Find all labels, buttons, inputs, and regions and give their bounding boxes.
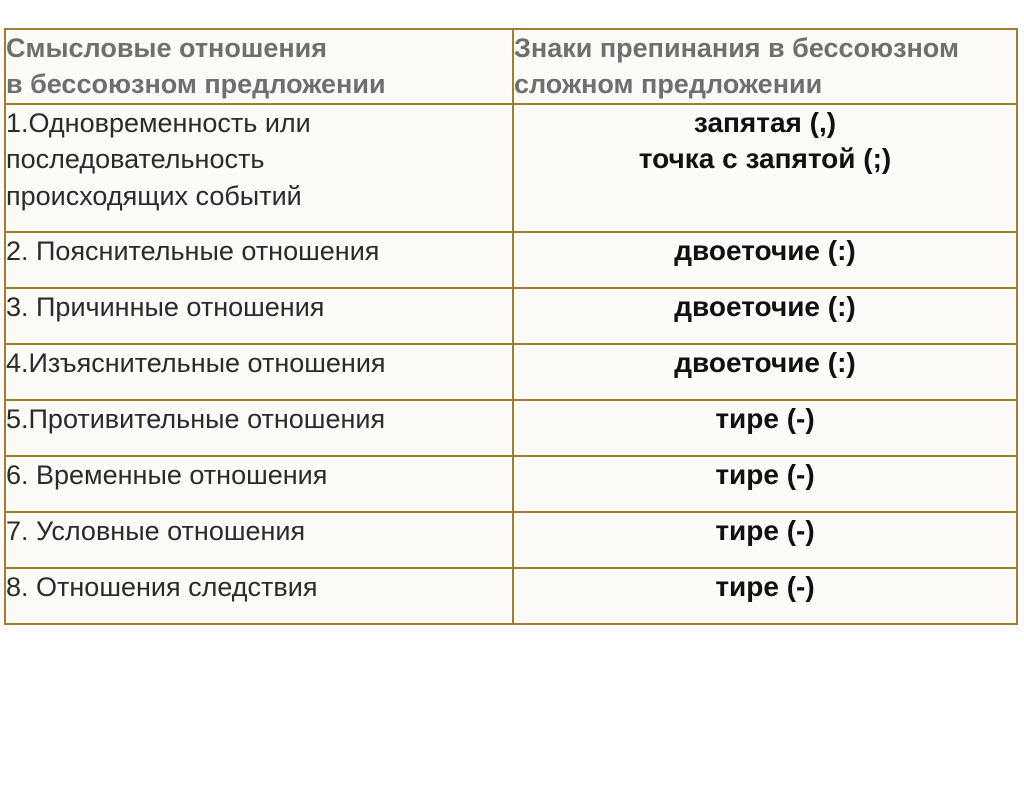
row4-right: двоеточие (:) xyxy=(674,347,855,378)
cell-right-3: двоеточие (:) xyxy=(513,288,1017,344)
row4-left: 4.Изъяснительные отношения xyxy=(6,348,386,378)
table-header-row: Смысловые отношения в бессоюзном предлож… xyxy=(5,29,1017,104)
cell-right-8: тире (-) xyxy=(513,568,1017,624)
row6-left: 6. Временные отношения xyxy=(6,460,327,490)
cell-right-1: запятая (,) точка с запятой (;) xyxy=(513,104,1017,232)
row7-left: 7. Условные отношения xyxy=(6,516,305,546)
header-left-line2: в бессоюзном предложении xyxy=(6,69,386,99)
row5-right: тире (-) xyxy=(715,403,814,434)
punctuation-table: Смысловые отношения в бессоюзном предлож… xyxy=(4,28,1018,625)
cell-left-6: 6. Временные отношения xyxy=(5,456,513,512)
table-row: 3. Причинные отношения двоеточие (:) xyxy=(5,288,1017,344)
row3-right: двоеточие (:) xyxy=(674,291,855,322)
table-row: 8. Отношения следствия тире (-) xyxy=(5,568,1017,624)
header-right: Знаки препинания в бессоюзном сложном пр… xyxy=(513,29,1017,104)
table-row: 5.Противительные отношения тире (-) xyxy=(5,400,1017,456)
cell-left-1: 1.Одновременность или последовательность… xyxy=(5,104,513,232)
row6-right: тире (-) xyxy=(715,459,814,490)
header-left-line1: Смысловые отношения xyxy=(6,33,327,63)
cell-right-7: тире (-) xyxy=(513,512,1017,568)
table-row: 4.Изъяснительные отношения двоеточие (:) xyxy=(5,344,1017,400)
cell-left-4: 4.Изъяснительные отношения xyxy=(5,344,513,400)
row1-left-line3: происходящих событий xyxy=(6,181,302,211)
row8-right: тире (-) xyxy=(715,571,814,602)
table-row: 2. Пояснительные отношения двоеточие (:) xyxy=(5,232,1017,288)
row2-right: двоеточие (:) xyxy=(674,235,855,266)
cell-left-8: 8. Отношения следствия xyxy=(5,568,513,624)
cell-left-3: 3. Причинные отношения xyxy=(5,288,513,344)
cell-right-5: тире (-) xyxy=(513,400,1017,456)
cell-right-2: двоеточие (:) xyxy=(513,232,1017,288)
row1-right-line1: запятая (,) xyxy=(694,107,836,138)
header-right-line1: Знаки препинания в бессоюзном xyxy=(514,33,959,63)
row3-left: 3. Причинные отношения xyxy=(6,292,324,322)
table-row: 6. Временные отношения тире (-) xyxy=(5,456,1017,512)
row1-left-line2: последовательность xyxy=(6,144,264,174)
canvas: Смысловые отношения в бессоюзном предлож… xyxy=(0,28,1024,796)
cell-left-5: 5.Противительные отношения xyxy=(5,400,513,456)
row5-left: 5.Противительные отношения xyxy=(6,404,385,434)
cell-left-7: 7. Условные отношения xyxy=(5,512,513,568)
row2-left: 2. Пояснительные отношения xyxy=(6,236,379,266)
row7-right: тире (-) xyxy=(715,515,814,546)
row1-left-line1: 1.Одновременность или xyxy=(6,108,311,138)
cell-left-2: 2. Пояснительные отношения xyxy=(5,232,513,288)
header-left: Смысловые отношения в бессоюзном предлож… xyxy=(5,29,513,104)
cell-right-6: тире (-) xyxy=(513,456,1017,512)
table-row: 1.Одновременность или последовательность… xyxy=(5,104,1017,232)
row8-left: 8. Отношения следствия xyxy=(6,572,317,602)
cell-right-4: двоеточие (:) xyxy=(513,344,1017,400)
header-right-line2: сложном предложении xyxy=(514,69,822,99)
row1-right-line2: точка с запятой (;) xyxy=(639,143,892,174)
table-row: 7. Условные отношения тире (-) xyxy=(5,512,1017,568)
